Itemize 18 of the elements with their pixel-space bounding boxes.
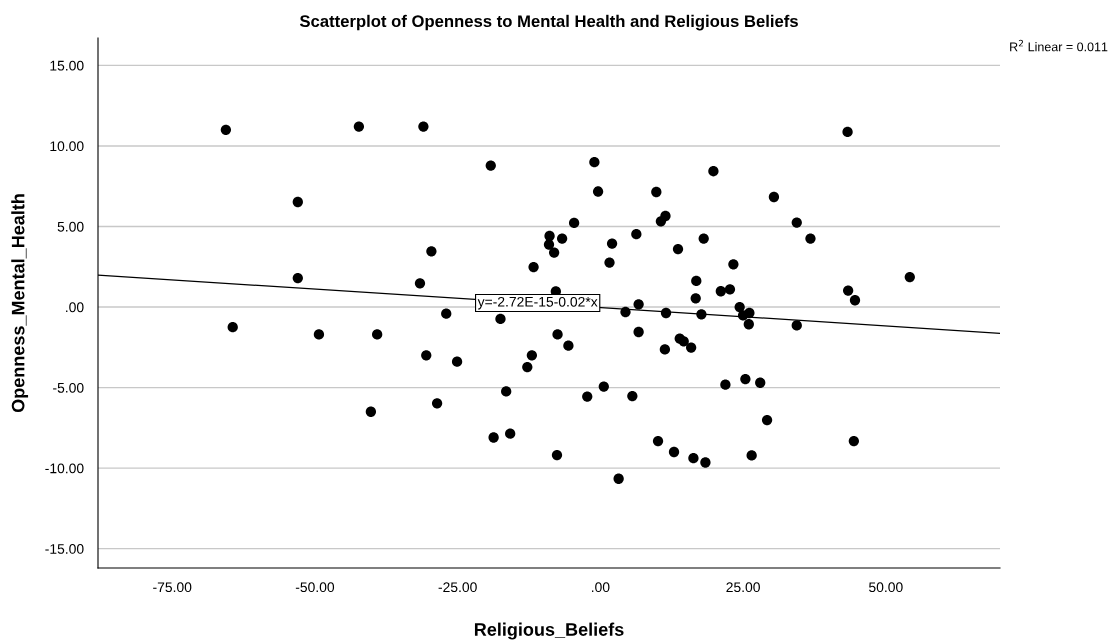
y-tick-label: .00 [66,302,84,313]
x-tick-label: .00 [591,582,610,593]
x-axis-title: Religious_Beliefs [474,622,624,640]
x-tick-label: -25.00 [438,582,477,593]
x-tick-label: 50.00 [869,582,903,593]
chart-title: Scatterplot of Openness to Mental Health and Religious Beliefs [299,14,798,31]
y-tick-label: -15.00 [45,544,84,554]
y-axis-title: Openness_Mental_Health [11,194,29,413]
x-tick-label: -75.00 [153,582,192,593]
annotation: y=-2.72E-15-0.02*x [477,296,598,310]
y-tick-label: 10.00 [50,141,84,152]
y-tick-label: 15.00 [50,60,84,71]
text: R$^{2}$ Linear = 0.011 [1010,39,1108,52]
y-tick-label: -5.00 [53,382,84,393]
y-tick-label: 5.00 [57,221,84,232]
y-tick-label: -10.00 [45,463,84,474]
x-tick-label: 25.00 [726,582,760,593]
x-tick-label: -50.00 [295,582,335,593]
